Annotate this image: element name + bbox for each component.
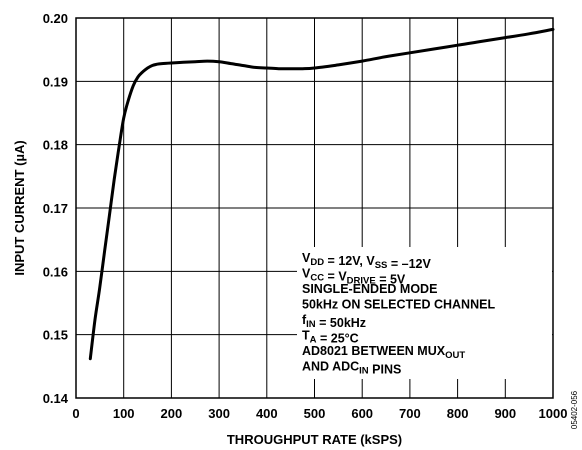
x-axis-title: THROUGHPUT RATE (kSPS) <box>227 432 402 447</box>
y-tick-label: 0.18 <box>43 138 68 153</box>
input-current-line <box>88 27 555 361</box>
x-tick-label: 500 <box>304 406 326 421</box>
x-tick-labels: 0 100 200 300 400 500 600 700 800 900 1000 <box>72 406 567 421</box>
figure-id: 05402-056 <box>570 390 579 429</box>
x-tick-label: 400 <box>256 406 278 421</box>
note-line: fIN = 50kHz <box>302 313 366 330</box>
note-line: AD8021 BETWEEN MUXOUT <box>302 344 465 361</box>
note-background <box>297 247 552 379</box>
x-tick-label: 800 <box>447 406 469 421</box>
x-tick-label: 700 <box>399 406 421 421</box>
plot-frame <box>75 17 554 399</box>
y-tick-labels: 0.14 0.15 0.16 0.17 0.18 0.19 0.20 <box>43 11 69 406</box>
y-tick-label: 0.14 <box>43 391 69 406</box>
y-tick-label: 0.16 <box>43 264 68 279</box>
note-line: AND ADCIN PINS <box>302 360 401 377</box>
x-tick-label: 200 <box>161 406 183 421</box>
y-tick-label: 0.20 <box>43 11 68 26</box>
y-axis-title: INPUT CURRENT (µA) <box>12 140 27 275</box>
note-line: VDD = 12V, VSS = –12V <box>302 251 431 271</box>
y-tick-label: 0.17 <box>43 201 68 216</box>
x-tick-label: 1000 <box>539 406 568 421</box>
x-tick-label: 900 <box>494 406 516 421</box>
x-tick-label: 300 <box>208 406 230 421</box>
x-tick-label: 0 <box>72 406 79 421</box>
x-tick-label: 600 <box>351 406 373 421</box>
note-line: 50kHz ON SELECTED CHANNEL <box>302 298 495 312</box>
note-line: SINGLE-ENDED MODE <box>302 282 437 296</box>
note-line: TA = 25°C <box>302 329 359 346</box>
y-tick-label: 0.15 <box>43 328 68 343</box>
x-tick-label: 100 <box>113 406 135 421</box>
note-line: VCC = VDRIVE = 5V <box>302 267 406 287</box>
y-tick-label: 0.19 <box>43 74 68 89</box>
